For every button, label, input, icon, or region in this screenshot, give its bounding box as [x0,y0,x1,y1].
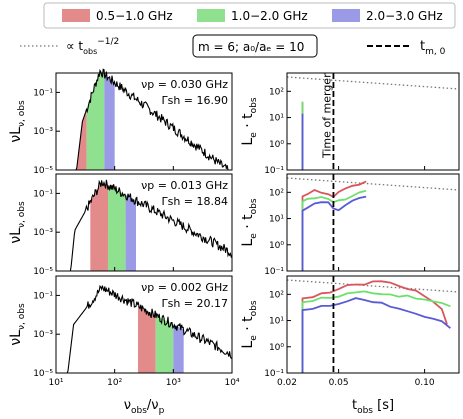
lightcurve-panel-3: 10² 10¹ 10⁰ 10⁻¹ [264,275,460,379]
lightcurve-series [301,195,367,271]
right-y-label: Le · tobs [240,97,259,145]
axes-frame [286,173,460,272]
lightcurve-series [301,290,451,373]
left-y-label: νLν, obs [8,100,27,143]
axes-frame [55,173,233,272]
lightcurve-series [301,180,367,271]
left-y-label: νLν, obs [8,303,27,346]
axis-labels: νLν, obs Le · tobs νLν, obs Le · tobs νLν, o… [8,97,394,416]
axes-frame [55,275,233,374]
powerlaw-line [286,177,460,191]
powerlaw-label: ∝ tobs−1/2 [66,37,119,56]
lightcurve-series [301,297,451,373]
x-tick-label: 10² [107,378,122,388]
band-fill [86,71,105,170]
powerlaw-line [286,76,460,90]
y-tick-label: 10² [269,87,284,97]
x-tick-label: 10³ [166,378,181,388]
axes-frame [286,72,460,171]
right-y-label: Le · tobs [240,300,259,348]
gamma-annotation: Γsh = 18.84 [161,195,228,208]
powerlaw-line [286,279,460,293]
x-tick-label: 10⁴ [224,378,239,388]
legend-label: 0.5−1.0 GHz [96,9,173,23]
gamma-annotation: Γsh = 20.17 [161,297,228,310]
y-tick-label: 10⁻¹ [33,189,53,199]
band-fill [155,315,174,373]
lightcurve-panel-2: 10² 10¹ 10⁰ 10⁻¹ [264,173,460,277]
y-tick-label: 10⁻³ [33,330,53,340]
time-of-merger-label: Time of merger [320,73,333,159]
band-fill [107,185,126,271]
band-fill [125,194,136,271]
y-tick-label: 10⁻¹ [33,88,53,98]
band-fill [138,306,156,373]
legend-swatch [197,9,225,22]
nu-peak-annotation: νp = 0.030 GHz [141,78,228,91]
x-tick-label: 0.02 [277,378,297,388]
band-fill [104,74,115,170]
x-tick-label: 0.10 [415,378,435,388]
merger-label: tm, 0 [420,39,446,57]
y-tick-label: 10⁻³ [33,228,53,238]
band-fill [173,324,184,373]
x-tick-label: 0.05 [329,378,349,388]
y-tick-label: 10¹ [269,215,284,225]
y-tick-label: 10² [269,188,284,198]
gamma-annotation: Γsh = 16.90 [161,94,228,107]
legend-swatch [332,9,360,22]
nu-peak-annotation: νp = 0.013 GHz [141,179,228,192]
legend: 0.5−1.0 GHz 1.0−2.0 GHz 2.0−3.0 GHz ∝ tobs−… [20,2,456,58]
params-box [192,34,318,58]
x-tick-label: 10¹ [48,378,63,388]
y-tick-label: 10⁻⁵ [33,369,53,379]
y-tick-label: 10⁻³ [33,127,53,137]
axes-frame [55,72,233,171]
spectrum-panel-3: 10⁻¹ 10⁻³ 10⁻⁵ νp = 0.002 GHz Γsh = 20.17 [33,275,233,379]
spectrum-curve [56,68,229,171]
y-tick-label: 10⁻¹ [264,267,284,277]
spectrum-curve [56,284,233,374]
legend-swatch [62,9,90,22]
y-tick-label: 10¹ [269,317,284,327]
band-fill [90,181,108,271]
y-tick-label: 10⁰ [269,241,284,251]
y-tick-label: 10⁻¹ [264,369,284,379]
left-y-label: νLν, obs [8,201,27,244]
lightcurve-panel-1: 10² 10¹ 10⁰ 10⁻¹ [264,72,460,176]
lightcurve-series [301,189,367,271]
spectrum-curve [56,179,233,272]
y-tick-label: 10⁻⁵ [33,166,53,176]
legend-label: 1.0−2.0 GHz [231,9,308,23]
y-tick-label: 10² [269,290,284,300]
legend-label: 2.0−3.0 GHz [366,9,443,23]
y-tick-label: 10¹ [269,114,284,124]
y-tick-label: 10⁻¹ [33,291,53,301]
y-tick-label: 10⁻¹ [264,166,284,176]
spectrum-panel-1: 10⁻¹ 10⁻³ 10⁻⁵ νp = 0.030 GHz Γsh = 16.90 [33,68,233,176]
left-x-label: νobs/νp [124,398,165,415]
y-tick-label: 10⁻⁵ [33,267,53,277]
axes-frame [286,275,460,374]
lightcurve-series [301,280,448,373]
y-tick-label: 10⁰ [269,343,284,353]
spectrum-panel-2: 10⁻¹ 10⁻³ 10⁻⁵ νp = 0.013 GHz Γsh = 18.84 [33,173,233,277]
y-tick-label: 10⁰ [269,140,284,150]
nu-peak-annotation: νp = 0.002 GHz [141,281,228,294]
right-y-label: Le · tobs [240,198,259,246]
params-label: m = 6; a₀/aₑ = 10 [198,40,304,54]
right-x-label: tobs [s] [352,398,394,415]
